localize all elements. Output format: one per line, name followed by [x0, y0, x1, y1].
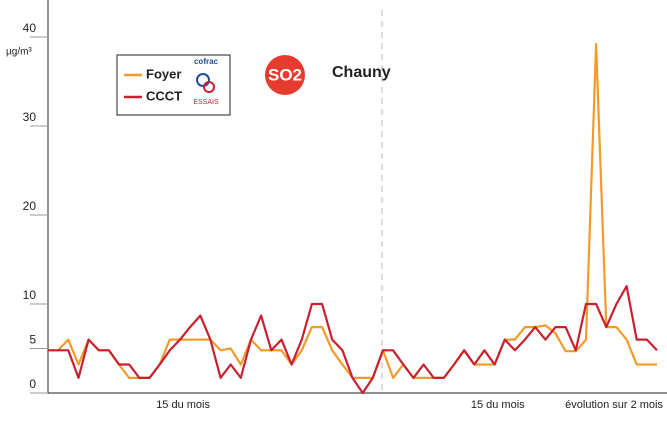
- y-tick-label: 20: [23, 199, 37, 213]
- logo-top: cofrac: [194, 57, 219, 66]
- pollutant-badge: [265, 55, 305, 95]
- y-tick-label: 5: [29, 333, 36, 347]
- legend-label: Foyer: [146, 66, 181, 81]
- chart-title: Chauny: [332, 64, 391, 81]
- pollutant-label: SO2: [268, 65, 302, 84]
- legend-label: CCCT: [146, 88, 182, 103]
- y-tick-label: 10: [23, 288, 37, 302]
- y-tick-label: 0: [29, 377, 36, 391]
- y-axis-label: µg/m³: [6, 47, 32, 58]
- x-tick-label: 15 du mois: [156, 399, 210, 411]
- y-tick-label: 40: [23, 21, 37, 35]
- x-tick-label: 15 du mois: [471, 399, 525, 411]
- series-line: [48, 285, 658, 395]
- legend-box: [116, 54, 231, 116]
- y-tick-label: 30: [23, 110, 37, 124]
- logo: cofrac ESSAIS: [193, 57, 219, 106]
- logo-icon: [203, 81, 215, 93]
- logo-icon: [196, 73, 210, 87]
- logo-bottom: ESSAIS: [193, 99, 219, 106]
- annotation: évolution sur 2 mois: [565, 399, 663, 411]
